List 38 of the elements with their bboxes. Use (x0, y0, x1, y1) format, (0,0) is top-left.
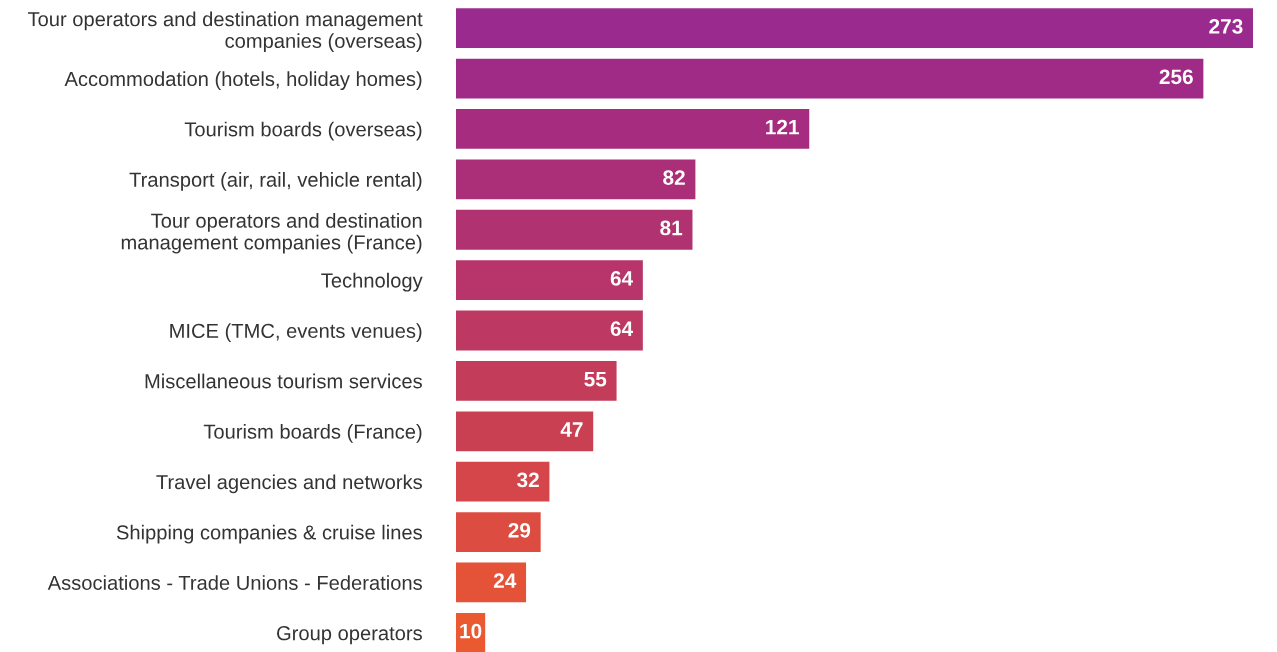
y-tick-label: Travel agencies and networks (156, 474, 422, 494)
y-tick-label: Group operators (277, 626, 422, 645)
bar (456, 8, 1253, 49)
y-tick-label: MICE (TMC, events venues) (170, 323, 422, 342)
y-tick-label: Tourism boards (France) (203, 424, 422, 443)
data-label: 82 (663, 170, 685, 185)
bar (456, 361, 617, 401)
bar (456, 58, 1204, 99)
data-label: 55 (584, 371, 607, 387)
bar (456, 260, 643, 301)
data-label: 47 (560, 422, 583, 437)
bar (456, 461, 550, 502)
y-tick-label: Tour operators and destination management companies (France) (121, 213, 422, 254)
data-label: 64 (610, 270, 634, 286)
y-tick-label: Tourism boards (overseas) (184, 121, 422, 141)
data-label: 32 (517, 472, 539, 488)
data-label: 10 (460, 623, 482, 639)
y-tick-label: Transport (air, rail, vehicle rental) (129, 172, 422, 191)
bar (456, 159, 696, 200)
y-tick-label: Miscellaneous tourism services (145, 373, 422, 389)
y-tick-label: Accommodation (hotels, holiday homes) (64, 71, 422, 91)
bar (456, 411, 594, 452)
y-tick-label: Associations - Trade Unions - Federations (47, 575, 422, 590)
y-tick-label: Tour operators and destination management companies (overseas) (27, 11, 423, 52)
data-label: 273 (1209, 19, 1243, 34)
data-label: 256 (1159, 69, 1193, 85)
data-label: 64 (610, 321, 634, 337)
data-label: 121 (766, 119, 799, 135)
y-tick-label: Technology (321, 272, 423, 292)
bar (456, 562, 527, 603)
y-tick-label: Shipping companies & cruise lines (116, 524, 422, 544)
data-label: 24 (493, 573, 517, 588)
bar (456, 209, 693, 250)
bar (456, 310, 643, 351)
data-label: 29 (508, 522, 531, 538)
bar (456, 512, 541, 552)
bar (456, 109, 810, 149)
data-label: 81 (660, 220, 683, 236)
